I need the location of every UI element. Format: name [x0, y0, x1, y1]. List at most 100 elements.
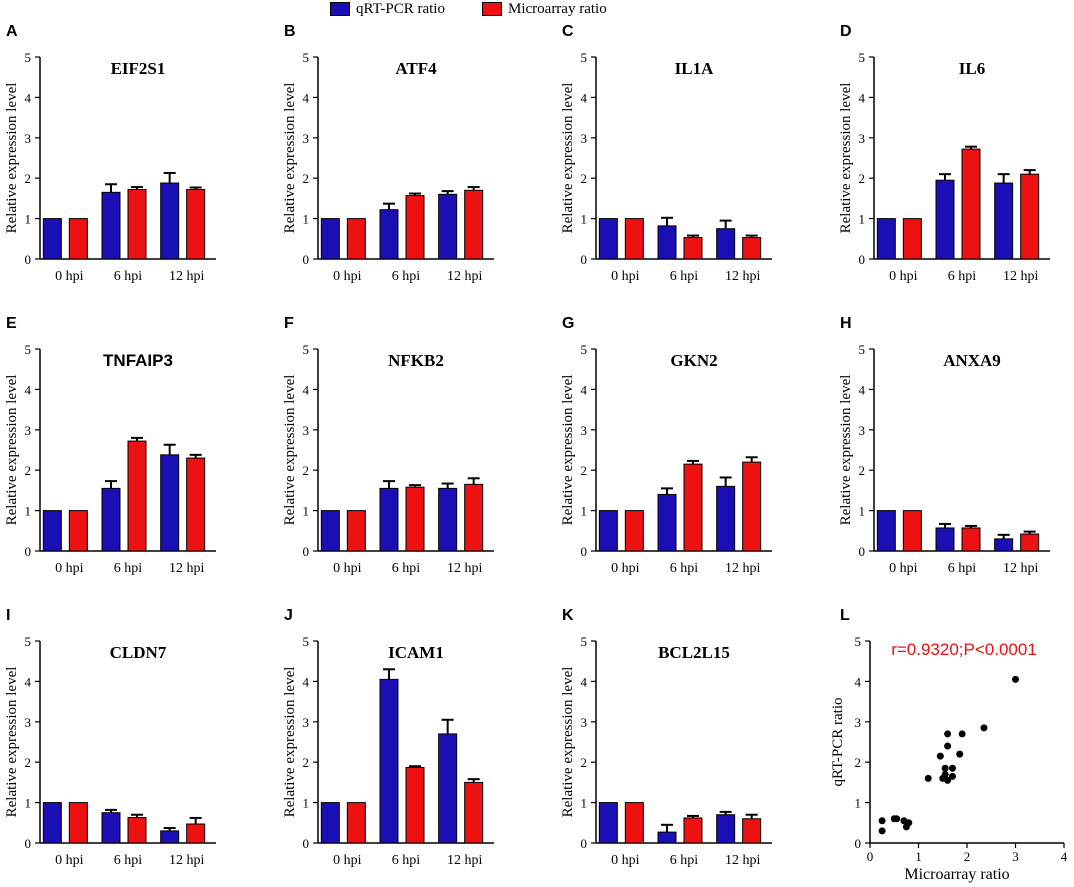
- y-axis-label: Relative expression level: [4, 375, 20, 526]
- bar-qrt: [598, 218, 618, 260]
- x-tick-label: 12 hpi: [169, 561, 205, 576]
- bar-micro: [742, 237, 762, 260]
- x-tick-label: 0 hpi: [333, 853, 362, 868]
- bar-qrt: [438, 733, 458, 844]
- x-tick-label: 6 hpi: [392, 853, 421, 868]
- panel-g: G GKN2 Relative expression level 0 1 2 3 4 5 0 hp…: [560, 315, 772, 576]
- y-tick-label: 2: [25, 463, 32, 478]
- y-tick-label: 2: [859, 463, 866, 478]
- bar-micro: [742, 461, 762, 552]
- x-tick-label: 3: [1012, 849, 1019, 864]
- panel-letter: J: [284, 607, 293, 624]
- scatter-point: [936, 752, 944, 760]
- bar-micro: [405, 486, 425, 552]
- y-tick-label: 3: [581, 131, 588, 146]
- bar-qrt: [320, 510, 340, 552]
- x-tick-label: 12 hpi: [169, 853, 205, 868]
- y-tick-label: 5: [581, 342, 588, 357]
- y-tick-label: 5: [581, 634, 588, 649]
- y-tick-label: 0: [855, 836, 862, 851]
- bar-qrt: [994, 538, 1014, 552]
- bar-micro: [68, 218, 88, 260]
- scatter-point: [905, 819, 913, 827]
- bar-micro: [624, 802, 644, 844]
- bar-qrt: [379, 678, 399, 844]
- y-tick-label: 4: [303, 90, 310, 105]
- y-tick-label: 3: [859, 423, 866, 438]
- x-tick-label: 0 hpi: [611, 269, 640, 284]
- y-tick-label: 0: [303, 544, 310, 559]
- y-tick-label: 0: [581, 544, 588, 559]
- bar-micro: [68, 510, 88, 552]
- chart-title: GKN2: [670, 351, 717, 370]
- x-tick-label: 0 hpi: [55, 853, 84, 868]
- chart-title: NFKB2: [388, 351, 444, 370]
- bar-qrt: [101, 812, 121, 844]
- x-tick-label: 2: [964, 849, 971, 864]
- y-tick-label: 3: [303, 423, 310, 438]
- y-axis-label: Relative expression level: [4, 667, 20, 818]
- bar-micro: [902, 218, 922, 260]
- panel-letter: C: [562, 23, 574, 40]
- bar-micro: [68, 802, 88, 844]
- y-tick-label: 4: [581, 90, 588, 105]
- bar-qrt: [320, 218, 340, 260]
- bar-qrt: [160, 830, 180, 844]
- bar-micro: [902, 510, 922, 552]
- bar-qrt: [101, 487, 121, 552]
- legend-label-qrt: qRT-PCR ratio: [356, 1, 445, 17]
- y-axis-label: Relative expression level: [560, 83, 576, 234]
- chart-title: TNFAIP3: [103, 351, 173, 370]
- y-tick-label: 3: [25, 423, 32, 438]
- y-tick-label: 4: [25, 90, 32, 105]
- bar-qrt: [716, 228, 736, 260]
- x-tick-label: 0 hpi: [889, 269, 918, 284]
- bar-qrt: [935, 527, 955, 552]
- y-tick-label: 1: [303, 212, 310, 227]
- bar-micro: [961, 148, 981, 260]
- scatter-point: [924, 774, 932, 782]
- bar-micro: [683, 817, 703, 844]
- panel-letter: F: [284, 315, 294, 332]
- y-tick-label: 5: [25, 50, 32, 65]
- x-tick-label: 6 hpi: [114, 561, 143, 576]
- y-tick-label: 5: [303, 342, 310, 357]
- bar-micro: [624, 510, 644, 552]
- bar-qrt: [42, 510, 62, 552]
- x-tick-label: 0 hpi: [55, 561, 84, 576]
- y-tick-label: 4: [25, 382, 32, 397]
- y-tick-label: 2: [25, 755, 32, 770]
- x-tick-label: 12 hpi: [169, 269, 205, 284]
- y-tick-label: 4: [25, 674, 32, 689]
- scatter-point: [944, 776, 952, 784]
- x-tick-label: 6 hpi: [114, 269, 143, 284]
- x-tick-label: 12 hpi: [447, 561, 483, 576]
- bar-micro: [464, 483, 484, 552]
- y-tick-label: 1: [303, 504, 310, 519]
- y-tick-label: 0: [859, 544, 866, 559]
- x-tick-label: 12 hpi: [725, 853, 761, 868]
- x-tick-label: 12 hpi: [447, 853, 483, 868]
- y-tick-label: 5: [303, 634, 310, 649]
- y-tick-label: 0: [303, 836, 310, 851]
- panel-f: F NFKB2 Relative expression level 0 1 2 3 4 5 0 h…: [282, 315, 494, 576]
- bar-qrt: [598, 510, 618, 552]
- bar-qrt: [42, 218, 62, 260]
- panel-d: D IL6 Relative expression level 0 1 2 3 4 5 0 hpi…: [838, 23, 1050, 284]
- panel-letter: H: [840, 315, 852, 332]
- y-tick-label: 0: [303, 252, 310, 267]
- y-axis-label: Relative expression level: [4, 83, 20, 234]
- bar-micro: [1020, 533, 1040, 552]
- chart-title: IL1A: [675, 59, 714, 78]
- bar-micro: [127, 440, 147, 552]
- chart-title: EIF2S1: [111, 59, 166, 78]
- x-tick-label: 6 hpi: [670, 561, 699, 576]
- scatter-point: [1012, 675, 1019, 683]
- bar-micro: [742, 818, 762, 844]
- bar-qrt: [716, 485, 736, 552]
- x-tick-label: 12 hpi: [1003, 561, 1039, 576]
- x-tick-label: 0 hpi: [55, 269, 84, 284]
- scatter-point: [878, 817, 886, 825]
- bar-micro: [464, 189, 484, 260]
- y-tick-label: 4: [303, 674, 310, 689]
